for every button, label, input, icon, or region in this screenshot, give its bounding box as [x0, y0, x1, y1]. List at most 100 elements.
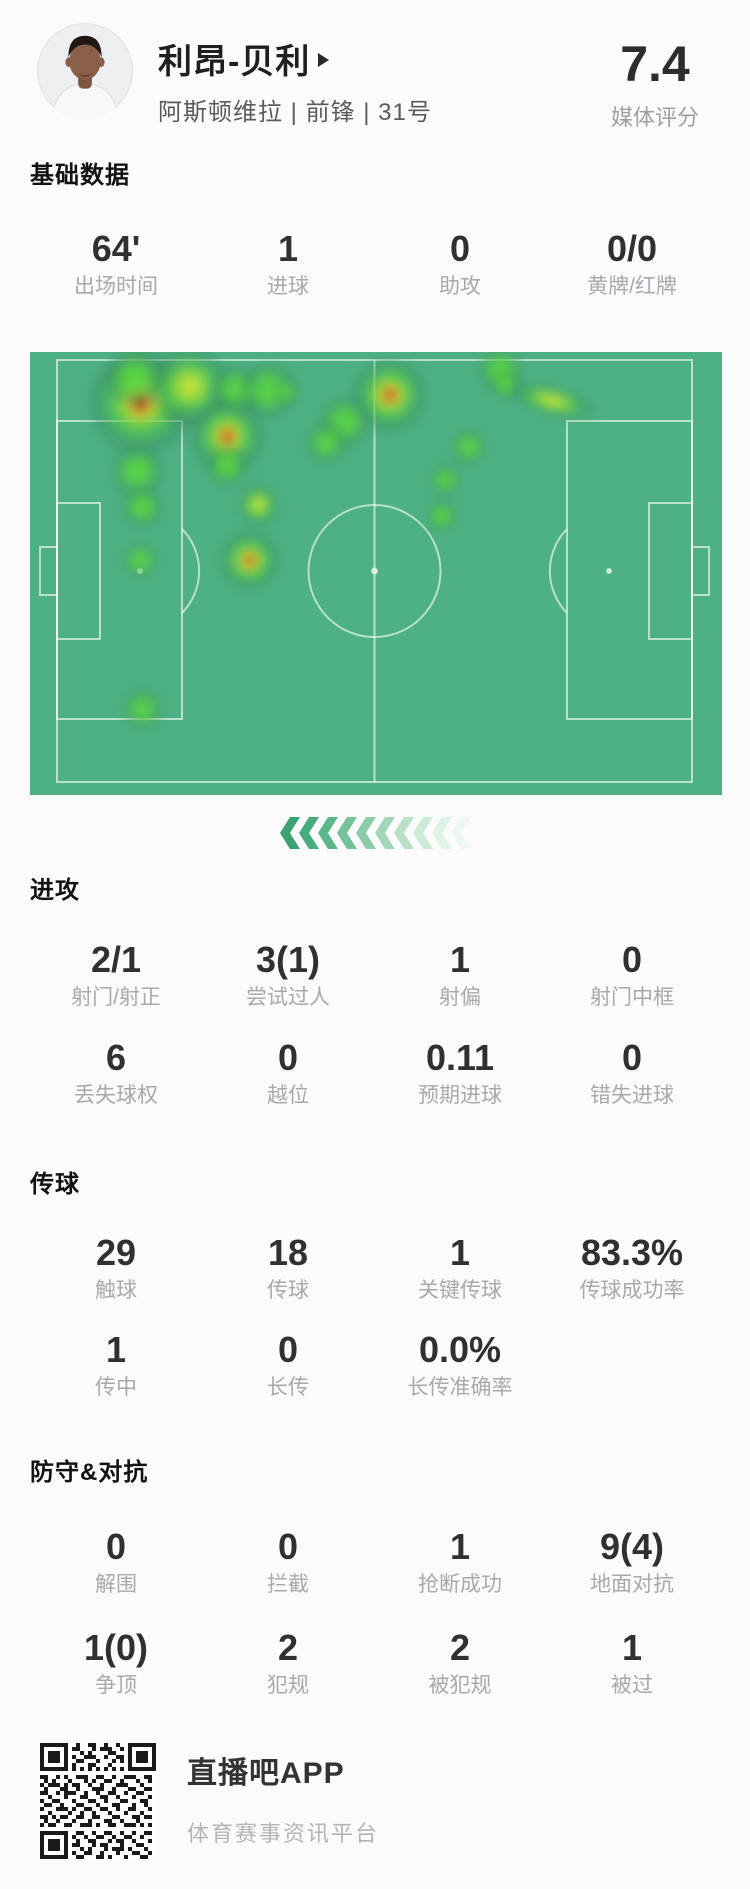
stat-was-fouled: 2 被犯规 — [374, 1626, 546, 1700]
stat-value: 1 — [277, 228, 299, 269]
stat-label: 被过 — [611, 1674, 653, 1697]
stat-offsides: 0 越位 — [202, 1036, 374, 1110]
rating-value: 7.4 — [620, 36, 690, 92]
player-avatar[interactable] — [36, 22, 134, 120]
stat-xg: 0.11 预期进球 — [374, 1036, 546, 1110]
stat-value: 2/1 — [90, 939, 142, 980]
heat-blobs — [85, 352, 598, 731]
stat-value: 1 — [449, 1232, 471, 1273]
stat-value: 1 — [449, 939, 471, 980]
stat-ground-duels: 9(4) 地面对抗 — [546, 1525, 718, 1599]
stat-long-balls: 0 长传 — [202, 1328, 374, 1402]
chevron-right-icon — [318, 52, 330, 67]
stat-value: 9(4) — [599, 1526, 665, 1567]
stat-label: 犯规 — [267, 1674, 309, 1697]
basic-stats-row: 64' 出场时间 1 进球 0 助攻 0/0 黄牌/红牌 — [30, 227, 718, 301]
stat-label: 触球 — [95, 1279, 137, 1302]
stat-value: 18 — [267, 1232, 309, 1273]
stat-woodwork: 0 射门中框 — [546, 938, 718, 1012]
stat-possession-lost: 6 丢失球权 — [30, 1036, 202, 1110]
stat-label: 黄牌/红牌 — [587, 275, 677, 298]
section-title-attack: 进攻 — [30, 877, 80, 904]
stat-pass-accuracy: 83.3% 传球成功率 — [546, 1231, 718, 1305]
player-meta: 阿斯顿维拉 | 前锋 | 31号 — [158, 99, 432, 126]
stat-blocks: 0 拦截 — [202, 1525, 374, 1599]
stat-value: 3(1) — [255, 939, 321, 980]
stat-empty — [546, 1328, 718, 1402]
stat-label: 预期进球 — [418, 1084, 502, 1107]
attack-stats-row-2: 6 丢失球权 0 越位 0.11 预期进球 0 错失进球 — [30, 1036, 718, 1110]
stat-goals: 1 进球 — [202, 227, 374, 301]
section-title-passing: 传球 — [30, 1171, 80, 1198]
stat-big-chance-missed: 0 错失进球 — [546, 1036, 718, 1110]
stat-shots: 2/1 射门/射正 — [30, 938, 202, 1012]
stat-label: 长传 — [267, 1376, 309, 1399]
qr-code — [40, 1743, 156, 1859]
stat-label: 射门中框 — [590, 986, 674, 1009]
passing-stats-row-2: 1 传中 0 长传 0.0% 长传准确率 — [30, 1328, 718, 1402]
stat-key-passes: 1 关键传球 — [374, 1231, 546, 1305]
stat-value: 2 — [449, 1627, 471, 1668]
stat-label: 出场时间 — [74, 275, 158, 298]
stat-assists: 0 助攻 — [374, 227, 546, 301]
stat-value: 0.0% — [418, 1329, 502, 1370]
stat-label: 射偏 — [439, 986, 481, 1009]
stat-value: 6 — [105, 1037, 127, 1078]
stat-touches: 29 触球 — [30, 1231, 202, 1305]
player-name: 利昂-贝利 — [158, 42, 311, 81]
stat-label: 错失进球 — [590, 1084, 674, 1107]
stat-label: 进球 — [267, 275, 309, 298]
stat-value: 1 — [105, 1329, 127, 1370]
stat-value: 1(0) — [83, 1627, 149, 1668]
stat-label: 尝试过人 — [246, 986, 330, 1009]
stat-minutes: 64' 出场时间 — [30, 227, 202, 301]
passing-stats-row-1: 29 触球 18 传球 1 关键传球 83.3% 传球成功率 — [30, 1231, 718, 1305]
stat-label: 拦截 — [267, 1573, 309, 1596]
stat-label: 越位 — [267, 1084, 309, 1107]
stat-label: 被犯规 — [428, 1674, 492, 1697]
attack-stats-row-1: 2/1 射门/射正 3(1) 尝试过人 1 射偏 0 射门中框 — [30, 938, 718, 1012]
stat-label: 关键传球 — [418, 1279, 502, 1302]
media-rating: 7.4 媒体评分 — [575, 36, 735, 132]
defense-stats-row-2: 1(0) 争顶 2 犯规 2 被犯规 1 被过 — [30, 1626, 718, 1700]
stat-value: 2 — [277, 1627, 299, 1668]
stat-long-ball-accuracy: 0.0% 长传准确率 — [374, 1328, 546, 1402]
stat-label: 射门/射正 — [71, 986, 161, 1009]
stat-label: 地面对抗 — [590, 1573, 674, 1596]
rating-label: 媒体评分 — [610, 105, 699, 130]
stat-dribbled-past: 1 被过 — [546, 1626, 718, 1700]
stat-value: 1 — [621, 1627, 643, 1668]
stat-label: 助攻 — [439, 275, 481, 298]
stat-value: 0 — [277, 1037, 299, 1078]
section-title-defense: 防守&对抗 — [30, 1459, 149, 1486]
stat-passes: 18 传球 — [202, 1231, 374, 1305]
stat-value: 0 — [621, 1037, 643, 1078]
app-name: 直播吧APP — [187, 1757, 345, 1790]
stat-fouls: 2 犯规 — [202, 1626, 374, 1700]
stat-clearances: 0 解围 — [30, 1525, 202, 1599]
stat-label: 解围 — [95, 1573, 137, 1596]
stat-label: 传中 — [95, 1376, 137, 1399]
momentum-arrows-icon — [280, 817, 471, 849]
stat-label: 传球 — [267, 1279, 309, 1302]
stat-dribbles: 3(1) 尝试过人 — [202, 938, 374, 1012]
stat-shots-off: 1 射偏 — [374, 938, 546, 1012]
section-title-basic: 基础数据 — [30, 162, 130, 189]
stat-value: 83.3% — [580, 1232, 684, 1273]
app-description: 体育赛事资讯平台 — [187, 1821, 380, 1846]
stat-label: 丢失球权 — [74, 1084, 158, 1107]
heatmap-field — [30, 352, 722, 795]
stat-label: 传球成功率 — [579, 1279, 685, 1302]
stat-cards: 0/0 黄牌/红牌 — [546, 227, 718, 301]
stat-label: 争顶 — [95, 1674, 137, 1697]
stat-aerial-duels: 1(0) 争顶 — [30, 1626, 202, 1700]
stat-value: 0 — [621, 939, 643, 980]
stat-label: 长传准确率 — [407, 1376, 513, 1399]
stat-label: 抢断成功 — [418, 1573, 502, 1596]
player-name-link[interactable]: 利昂-贝利 — [158, 38, 330, 81]
stat-value: 0 — [105, 1526, 127, 1567]
stat-value: 0 — [277, 1329, 299, 1370]
stat-value: 0 — [449, 228, 471, 269]
stat-crosses: 1 传中 — [30, 1328, 202, 1402]
